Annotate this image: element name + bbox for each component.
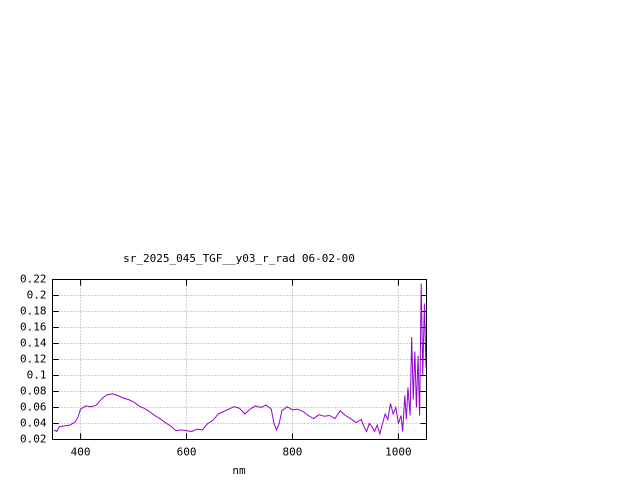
y-tick-label: 0.22 [20, 273, 47, 286]
y-tick-label: 0.1 [27, 369, 47, 382]
y-tick-label: 0.02 [20, 433, 47, 446]
plot-frame [52, 279, 427, 440]
x-tick-label: 600 [177, 446, 197, 459]
y-tick-label: 0.2 [27, 289, 47, 302]
x-tick-label: 400 [71, 446, 91, 459]
y-tick-label: 0.18 [20, 305, 47, 318]
y-tick-label: 0.06 [20, 401, 47, 414]
chart-title: sr_2025_045_TGF__y03_r_rad 06-02-00 [123, 252, 355, 265]
y-tick-label: 0.12 [20, 353, 47, 366]
y-tick-label: 0.16 [20, 321, 47, 334]
x-axis-label: nm [232, 464, 246, 477]
y-tick-label: 0.04 [20, 417, 47, 430]
x-tick-label: 1000 [385, 446, 412, 459]
y-tick-label: 0.14 [20, 337, 47, 350]
data-line [53, 283, 427, 436]
x-tick-label: 800 [283, 446, 303, 459]
y-tick-label: 0.08 [20, 385, 47, 398]
